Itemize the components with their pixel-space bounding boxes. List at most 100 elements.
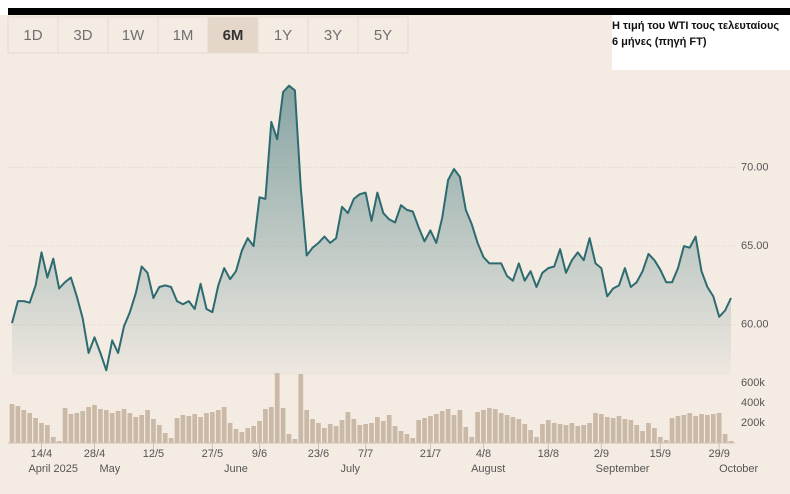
volume-bar — [316, 423, 321, 443]
volume-bar — [469, 437, 475, 443]
range-button[interactable] — [357, 16, 409, 54]
month-label: August — [471, 463, 505, 475]
volume-bar — [168, 438, 174, 443]
top-bar — [8, 8, 790, 15]
volume-bar — [210, 412, 215, 443]
month-label: July — [341, 463, 361, 475]
x-tick-label: 28/4 — [84, 448, 105, 460]
range-button-label[interactable]: 6M — [223, 27, 244, 44]
range-button[interactable] — [157, 16, 209, 54]
volume-bar — [9, 404, 15, 443]
range-button-label[interactable]: 1D — [23, 27, 42, 44]
volume-bar — [257, 421, 262, 443]
volume-bar — [204, 413, 209, 443]
volume-bar — [498, 413, 504, 443]
volume-bar — [693, 416, 698, 443]
volume-bar — [492, 409, 498, 443]
volume-bar — [451, 415, 457, 443]
x-tick-label: 15/9 — [650, 448, 671, 460]
month-label: June — [224, 463, 248, 475]
volume-bar — [380, 421, 386, 443]
volume-bar — [192, 414, 198, 443]
volume-bar — [722, 434, 728, 443]
range-button[interactable] — [207, 16, 259, 54]
volume-bar — [398, 431, 404, 443]
x-tick-label: 27/5 — [202, 448, 223, 460]
volume-bar — [109, 413, 115, 443]
y2-tick-label: 200k — [741, 417, 765, 429]
volume-bar — [151, 419, 156, 443]
range-button-label[interactable]: 5Y — [374, 27, 392, 44]
y-tick-label: 70.00 — [741, 161, 769, 173]
volume-bar — [646, 423, 651, 443]
volume-bar — [699, 414, 704, 443]
volume-bar — [186, 416, 192, 443]
x-tick-label: 4/8 — [476, 448, 491, 460]
volume-bar — [115, 411, 121, 443]
volume-bar — [333, 426, 339, 443]
volume-bar — [92, 405, 97, 443]
volume-bar — [410, 438, 416, 443]
volume-bar — [274, 373, 280, 443]
volume-bar — [15, 406, 21, 443]
volume-bar — [62, 408, 68, 443]
range-button-label[interactable]: 1W — [122, 27, 145, 44]
x-tick-label: 2/9 — [594, 448, 609, 460]
volume-bar — [634, 425, 640, 443]
range-button-label[interactable]: 1M — [173, 27, 194, 44]
volume-bar — [74, 413, 80, 443]
volume-bar — [310, 419, 315, 443]
range-button-label[interactable]: 3Y — [324, 27, 342, 44]
volume-bar — [280, 408, 286, 443]
volume-bar — [422, 418, 427, 443]
volume-bar — [227, 423, 233, 443]
volume-bar — [481, 410, 486, 443]
volume-bar — [263, 409, 268, 443]
x-tick-label: 9/6 — [252, 448, 267, 460]
volume-bar — [504, 415, 510, 443]
range-button[interactable] — [257, 16, 309, 54]
volume-bar — [457, 410, 463, 443]
volume-bar — [528, 430, 533, 443]
volume-bar — [268, 407, 274, 443]
volume-bar — [339, 420, 345, 443]
volume-bar — [233, 429, 239, 443]
x-tick-label: 18/8 — [538, 448, 559, 460]
range-button[interactable] — [7, 16, 59, 54]
volume-bar — [369, 423, 374, 443]
x-tick-label: 7/7 — [358, 448, 373, 460]
range-button[interactable] — [307, 16, 359, 54]
range-button-label[interactable]: 3D — [73, 27, 92, 44]
y-tick-label: 60.00 — [741, 319, 769, 331]
y2-tick-label: 400k — [741, 397, 765, 409]
volume-bar — [716, 413, 722, 443]
volume-bar — [221, 407, 227, 443]
volume-bar — [50, 437, 56, 443]
volume-bar — [640, 431, 645, 443]
price-line — [11, 84, 732, 372]
x-tick-label: 29/9 — [709, 448, 730, 460]
volume-bar — [616, 416, 622, 443]
volume-bar — [45, 425, 50, 443]
volume-bar — [652, 428, 657, 443]
range-button-label[interactable]: 1Y — [274, 27, 292, 44]
volume-bar — [522, 424, 528, 443]
volume-bar — [540, 424, 545, 443]
x-tick-label: 12/5 — [143, 448, 164, 460]
volume-bar — [545, 420, 551, 443]
volume-bar — [386, 415, 392, 443]
volume-bar — [292, 439, 298, 443]
volume-bar — [534, 437, 539, 443]
volume-bar — [404, 434, 410, 443]
x-tick-label: 14/4 — [31, 448, 52, 460]
volume-bar — [510, 417, 516, 443]
volume-bar — [80, 411, 86, 443]
volume-bar — [174, 418, 180, 443]
volume-bar — [669, 418, 675, 443]
volume-bar — [251, 426, 256, 443]
month-label: April 2025 — [28, 463, 78, 475]
chart-title: Η τιμή του WTI τους τελευταίους 6 μήνες … — [612, 20, 780, 48]
volume-bar — [103, 410, 109, 443]
volume-bar — [27, 413, 33, 443]
